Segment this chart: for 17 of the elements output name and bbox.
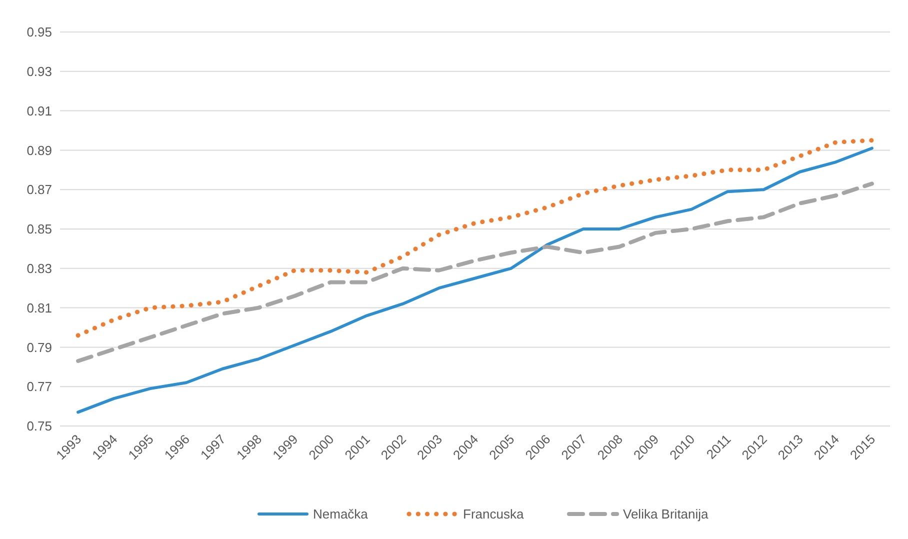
y-tick-label: 0.77 [26, 379, 52, 394]
y-tick-label: 0.91 [26, 103, 52, 118]
legend-label: Nemačka [313, 506, 369, 522]
y-tick-label: 0.79 [26, 340, 52, 355]
line-series [76, 138, 874, 338]
y-tick-label: 0.95 [26, 24, 52, 40]
y-tick-label: 0.93 [26, 64, 52, 79]
y-tick-label: 0.85 [26, 222, 52, 237]
y-tick-label: 0.75 [26, 418, 52, 434]
y-tick-label: 0.87 [26, 182, 52, 198]
line-series [76, 146, 874, 414]
line-series [76, 182, 874, 363]
legend-label: Velika Britanija [623, 506, 710, 522]
y-tick-label: 0.81 [26, 300, 52, 316]
legend-label: Francuska [463, 506, 524, 522]
y-tick-label: 0.83 [26, 260, 52, 276]
y-tick-label: 0.89 [26, 142, 52, 158]
